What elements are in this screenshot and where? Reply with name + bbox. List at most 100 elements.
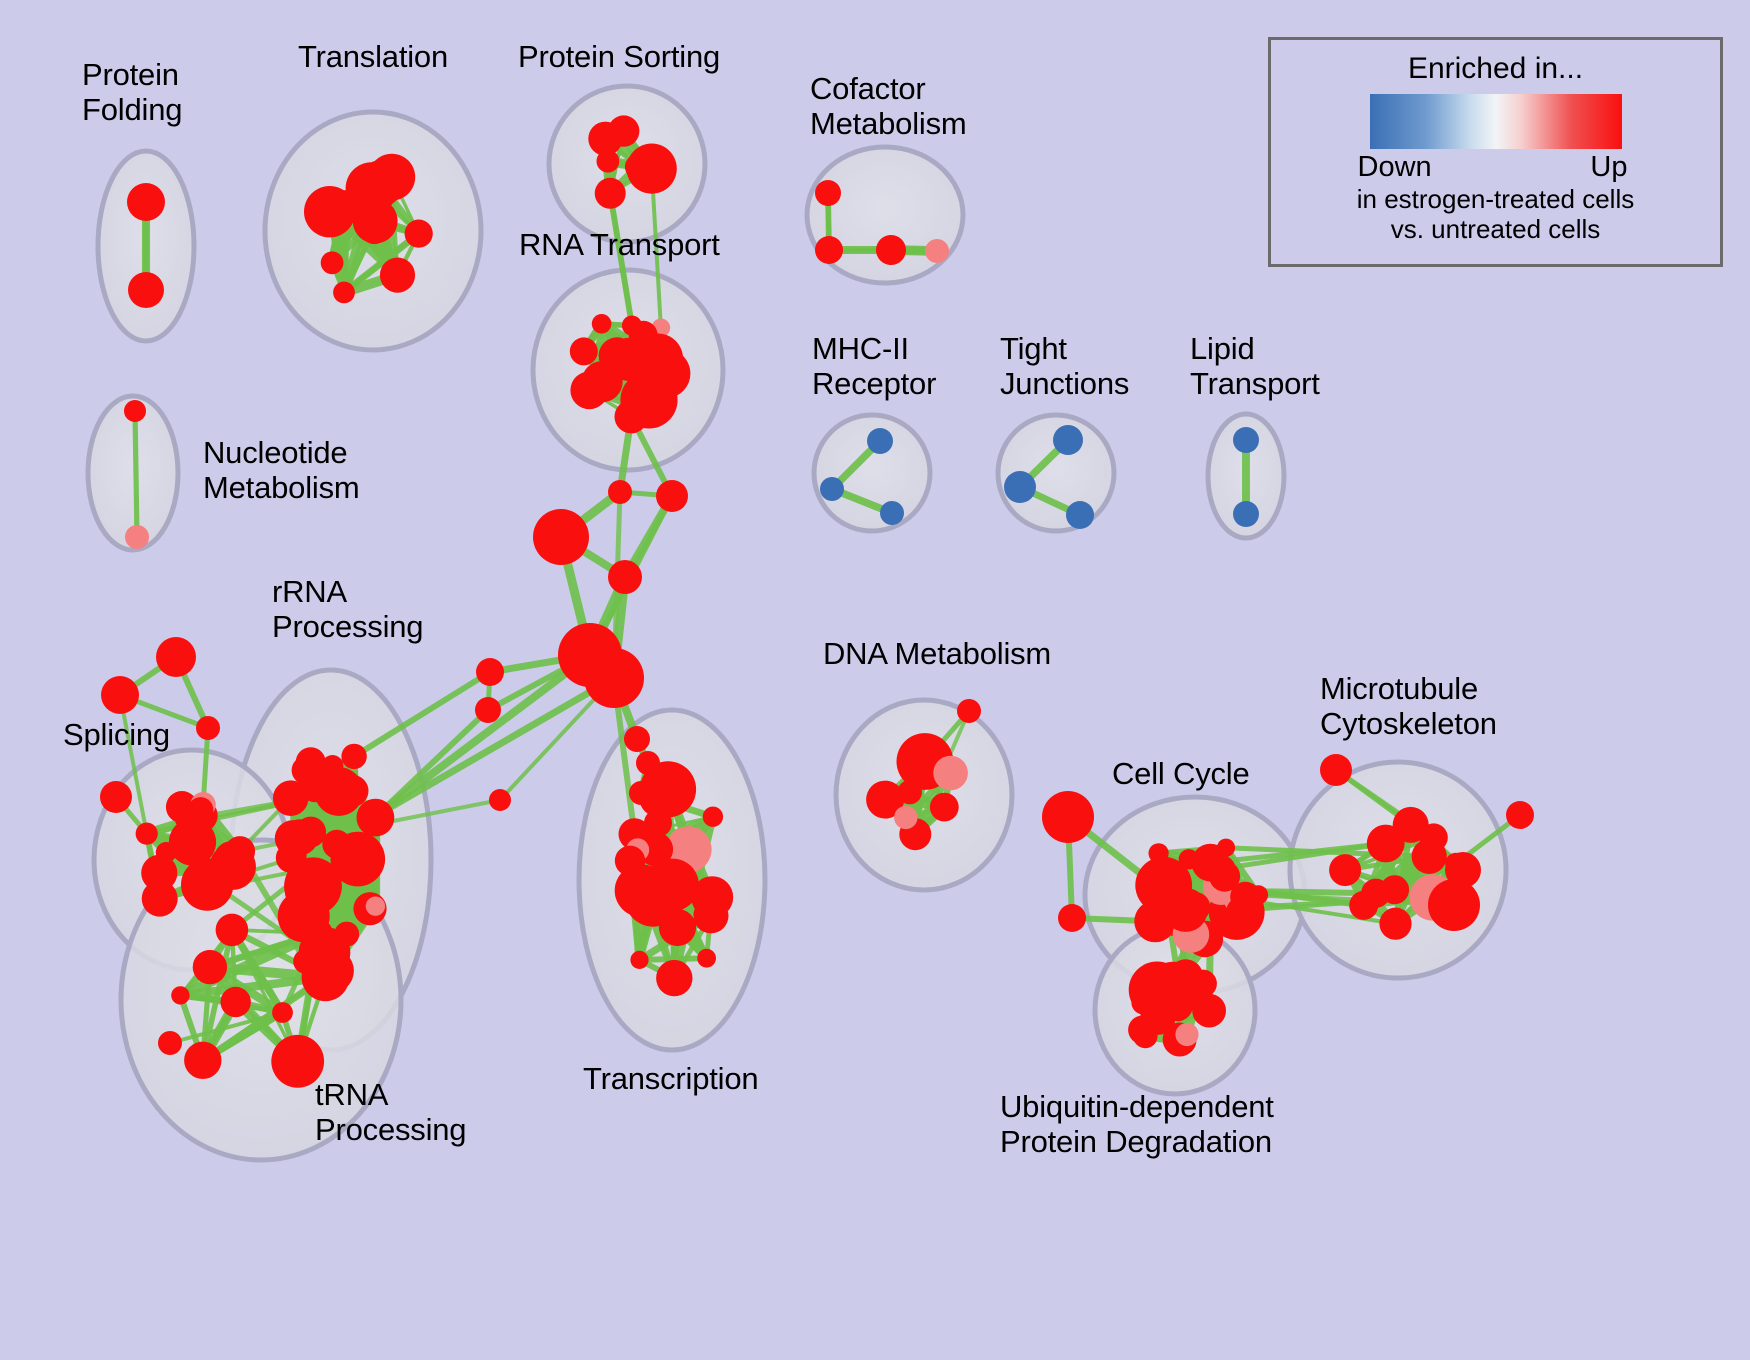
network-node bbox=[215, 913, 249, 947]
cluster-label-protein-folding: Protein Folding bbox=[82, 57, 183, 127]
network-node bbox=[880, 501, 904, 525]
network-node bbox=[1428, 879, 1480, 931]
network-node bbox=[596, 149, 620, 173]
network-node bbox=[327, 190, 362, 225]
network-edge bbox=[199, 927, 235, 1064]
network-node bbox=[1233, 427, 1259, 453]
cluster-label-ubiquitin-degradation: Ubiquitin-dependent Protein Degradation bbox=[1000, 1089, 1274, 1159]
network-node bbox=[304, 919, 333, 948]
cluster-label-rna-transport: RNA Transport bbox=[519, 227, 720, 262]
cluster-label-translation: Translation bbox=[298, 39, 448, 74]
network-node bbox=[1248, 885, 1269, 905]
cluster-label-trna-processing: tRNA Processing bbox=[315, 1077, 467, 1147]
network-node bbox=[876, 235, 906, 265]
legend-down-label: Down bbox=[1357, 151, 1432, 183]
network-node bbox=[629, 781, 653, 805]
network-node bbox=[1233, 501, 1259, 527]
network-edge bbox=[373, 651, 594, 819]
network-node bbox=[101, 676, 139, 714]
network-node bbox=[1320, 754, 1352, 786]
network-node bbox=[656, 959, 693, 997]
network-node bbox=[1366, 824, 1405, 863]
network-node bbox=[301, 953, 350, 1002]
network-node bbox=[404, 219, 433, 248]
cluster-label-microtubule-cytoskeleton: Microtubule Cytoskeleton bbox=[1320, 671, 1497, 741]
cluster-label-mhc-ii-receptor: MHC-II Receptor bbox=[812, 331, 937, 401]
network-node bbox=[866, 780, 905, 819]
network-node bbox=[608, 480, 632, 504]
network-node bbox=[815, 180, 841, 206]
network-node bbox=[1161, 990, 1193, 1022]
network-node bbox=[581, 361, 623, 403]
network-node bbox=[124, 400, 146, 422]
network-node bbox=[365, 896, 386, 916]
network-node bbox=[1042, 791, 1094, 843]
network-node bbox=[135, 822, 158, 845]
network-edge bbox=[1168, 886, 1379, 897]
network-node bbox=[1192, 993, 1226, 1028]
cluster-label-cell-cycle: Cell Cycle bbox=[1112, 756, 1250, 791]
network-edge bbox=[132, 408, 140, 540]
network-node bbox=[533, 509, 589, 565]
network-node bbox=[475, 697, 501, 723]
network-node bbox=[158, 1031, 182, 1055]
network-node bbox=[125, 525, 149, 549]
network-node bbox=[1128, 1015, 1157, 1045]
network-node bbox=[284, 873, 321, 910]
network-node bbox=[281, 819, 318, 856]
network-node bbox=[608, 560, 642, 594]
network-node bbox=[220, 986, 251, 1018]
network-node bbox=[925, 239, 949, 263]
network-node bbox=[569, 337, 598, 366]
network-node bbox=[1380, 875, 1410, 905]
network-node bbox=[1175, 1022, 1199, 1047]
network-node bbox=[591, 314, 612, 334]
network-node bbox=[171, 986, 190, 1005]
network-edge bbox=[1236, 896, 1398, 926]
network-node bbox=[168, 818, 217, 866]
network-node bbox=[196, 716, 220, 740]
network-node bbox=[1445, 852, 1481, 888]
network-edge bbox=[168, 1010, 285, 1045]
cluster-label-transcription: Transcription bbox=[583, 1061, 759, 1096]
legend: Enriched in... Down Up in estrogen-treat… bbox=[1268, 37, 1723, 267]
network-node bbox=[184, 1041, 222, 1080]
network-node bbox=[588, 121, 623, 156]
network-edge bbox=[176, 973, 330, 1000]
network-node bbox=[379, 257, 416, 293]
network-edge bbox=[118, 693, 149, 836]
cluster-blob-nucleotide-metabolism bbox=[85, 393, 181, 553]
legend-up-label: Up bbox=[1590, 151, 1628, 183]
legend-subtitle-line1: in estrogen-treated cells bbox=[1356, 184, 1635, 214]
network-node bbox=[929, 792, 959, 822]
network-edge bbox=[636, 955, 710, 963]
network-node bbox=[644, 809, 672, 837]
legend-title: Enriched in... bbox=[1407, 52, 1584, 85]
network-node bbox=[187, 797, 214, 823]
network-node bbox=[1329, 854, 1362, 887]
cluster-label-nucleotide-metabolism: Nucleotide Metabolism bbox=[203, 435, 360, 505]
network-node bbox=[1163, 887, 1208, 932]
network-node bbox=[1053, 425, 1083, 455]
network-edge bbox=[1207, 840, 1389, 866]
cluster-blob-mhc-ii-receptor bbox=[811, 412, 933, 534]
cluster-label-rrna-processing: rRNA Processing bbox=[272, 574, 424, 644]
network-edge bbox=[374, 674, 618, 819]
network-node bbox=[141, 854, 178, 892]
network-edge bbox=[351, 669, 493, 760]
network-node bbox=[1392, 806, 1429, 843]
network-node bbox=[156, 637, 196, 677]
network-edge bbox=[607, 190, 635, 329]
network-node bbox=[209, 843, 256, 890]
network-node bbox=[815, 236, 843, 264]
network-node bbox=[656, 480, 688, 512]
network-node bbox=[100, 781, 132, 813]
network-node bbox=[352, 198, 398, 244]
network-node bbox=[141, 880, 178, 917]
network-node bbox=[1225, 896, 1259, 930]
network-node bbox=[320, 251, 344, 275]
network-edge bbox=[649, 166, 663, 330]
network-node bbox=[1379, 907, 1412, 940]
network-node bbox=[1004, 471, 1036, 503]
